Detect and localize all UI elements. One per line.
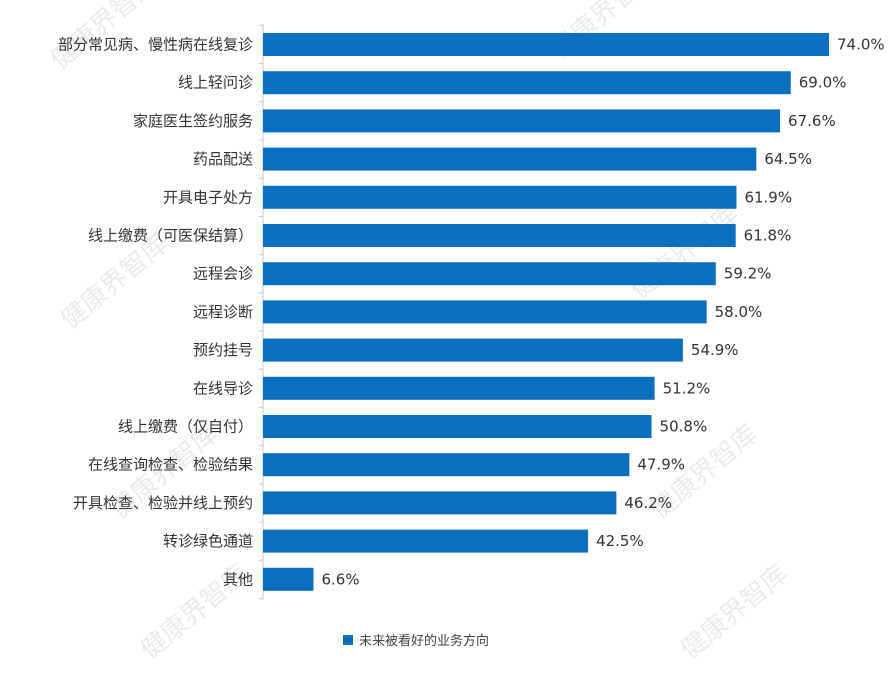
category-label: 药品配送 xyxy=(193,150,253,168)
category-label: 远程会诊 xyxy=(193,265,253,283)
category-label: 家庭医生签约服务 xyxy=(133,112,253,130)
bar xyxy=(263,453,630,477)
value-label: 59.2% xyxy=(724,265,772,283)
bar xyxy=(263,224,736,247)
category-labels: 部分常见病、慢性病在线复诊线上轻问诊家庭医生签约服务药品配送开具电子处方线上缴费… xyxy=(58,36,253,589)
value-label: 58.0% xyxy=(715,303,763,321)
value-label: 74.0% xyxy=(837,36,885,54)
watermark-text: 健康界智库 xyxy=(675,559,794,666)
category-label: 开具电子处方 xyxy=(163,188,253,206)
bar xyxy=(263,109,781,133)
value-label: 61.9% xyxy=(744,188,792,206)
value-labels: 74.0% 69.0% 67.6% 64.5% 61.9% 61.8% 59.2% 58.0%… xyxy=(321,36,884,589)
value-label: 64.5% xyxy=(764,150,812,168)
category-label: 预约挂号 xyxy=(193,341,253,359)
bar xyxy=(263,529,589,553)
bar xyxy=(263,415,652,438)
value-label: 46.2% xyxy=(624,494,672,512)
value-label: 42.5% xyxy=(596,532,644,550)
bar xyxy=(263,300,707,324)
bar xyxy=(263,567,314,591)
legend-label: 未来被看好的业务方向 xyxy=(359,633,489,649)
watermark-text: 健康界智库 xyxy=(625,199,744,306)
category-label: 线上轻问诊 xyxy=(178,74,253,92)
value-label: 6.6% xyxy=(321,570,359,588)
bar xyxy=(263,491,617,515)
category-label: 转诊绿色通道 xyxy=(163,532,253,550)
bar xyxy=(263,71,791,95)
category-axis xyxy=(259,24,264,600)
category-label: 其他 xyxy=(223,570,253,588)
category-label: 在线查询检查、检验结果 xyxy=(88,456,253,474)
watermark-text: 健康界智库 xyxy=(55,229,174,336)
value-label: 47.9% xyxy=(637,456,685,474)
category-label: 远程诊断 xyxy=(193,303,253,321)
legend-swatch xyxy=(343,635,353,645)
value-label: 67.6% xyxy=(788,112,836,130)
bar xyxy=(263,376,655,400)
bar xyxy=(263,33,829,56)
category-label: 线上缴费（仅自付） xyxy=(118,418,253,436)
bars xyxy=(263,33,829,591)
category-label: 部分常见病、慢性病在线复诊 xyxy=(58,36,253,54)
category-label: 在线导诊 xyxy=(193,379,253,397)
value-label: 61.8% xyxy=(744,227,792,245)
value-label: 51.2% xyxy=(663,379,711,397)
value-label: 69.0% xyxy=(799,74,847,92)
bar xyxy=(263,338,683,362)
category-label: 开具检查、检验并线上预约 xyxy=(73,494,253,512)
category-label: 线上缴费（可医保结算） xyxy=(88,227,253,245)
bar xyxy=(263,185,737,209)
value-label: 54.9% xyxy=(691,341,739,359)
bar xyxy=(263,147,757,171)
legend: 未来被看好的业务方向 xyxy=(343,633,489,649)
bar xyxy=(263,262,716,286)
value-label: 50.8% xyxy=(660,418,708,436)
